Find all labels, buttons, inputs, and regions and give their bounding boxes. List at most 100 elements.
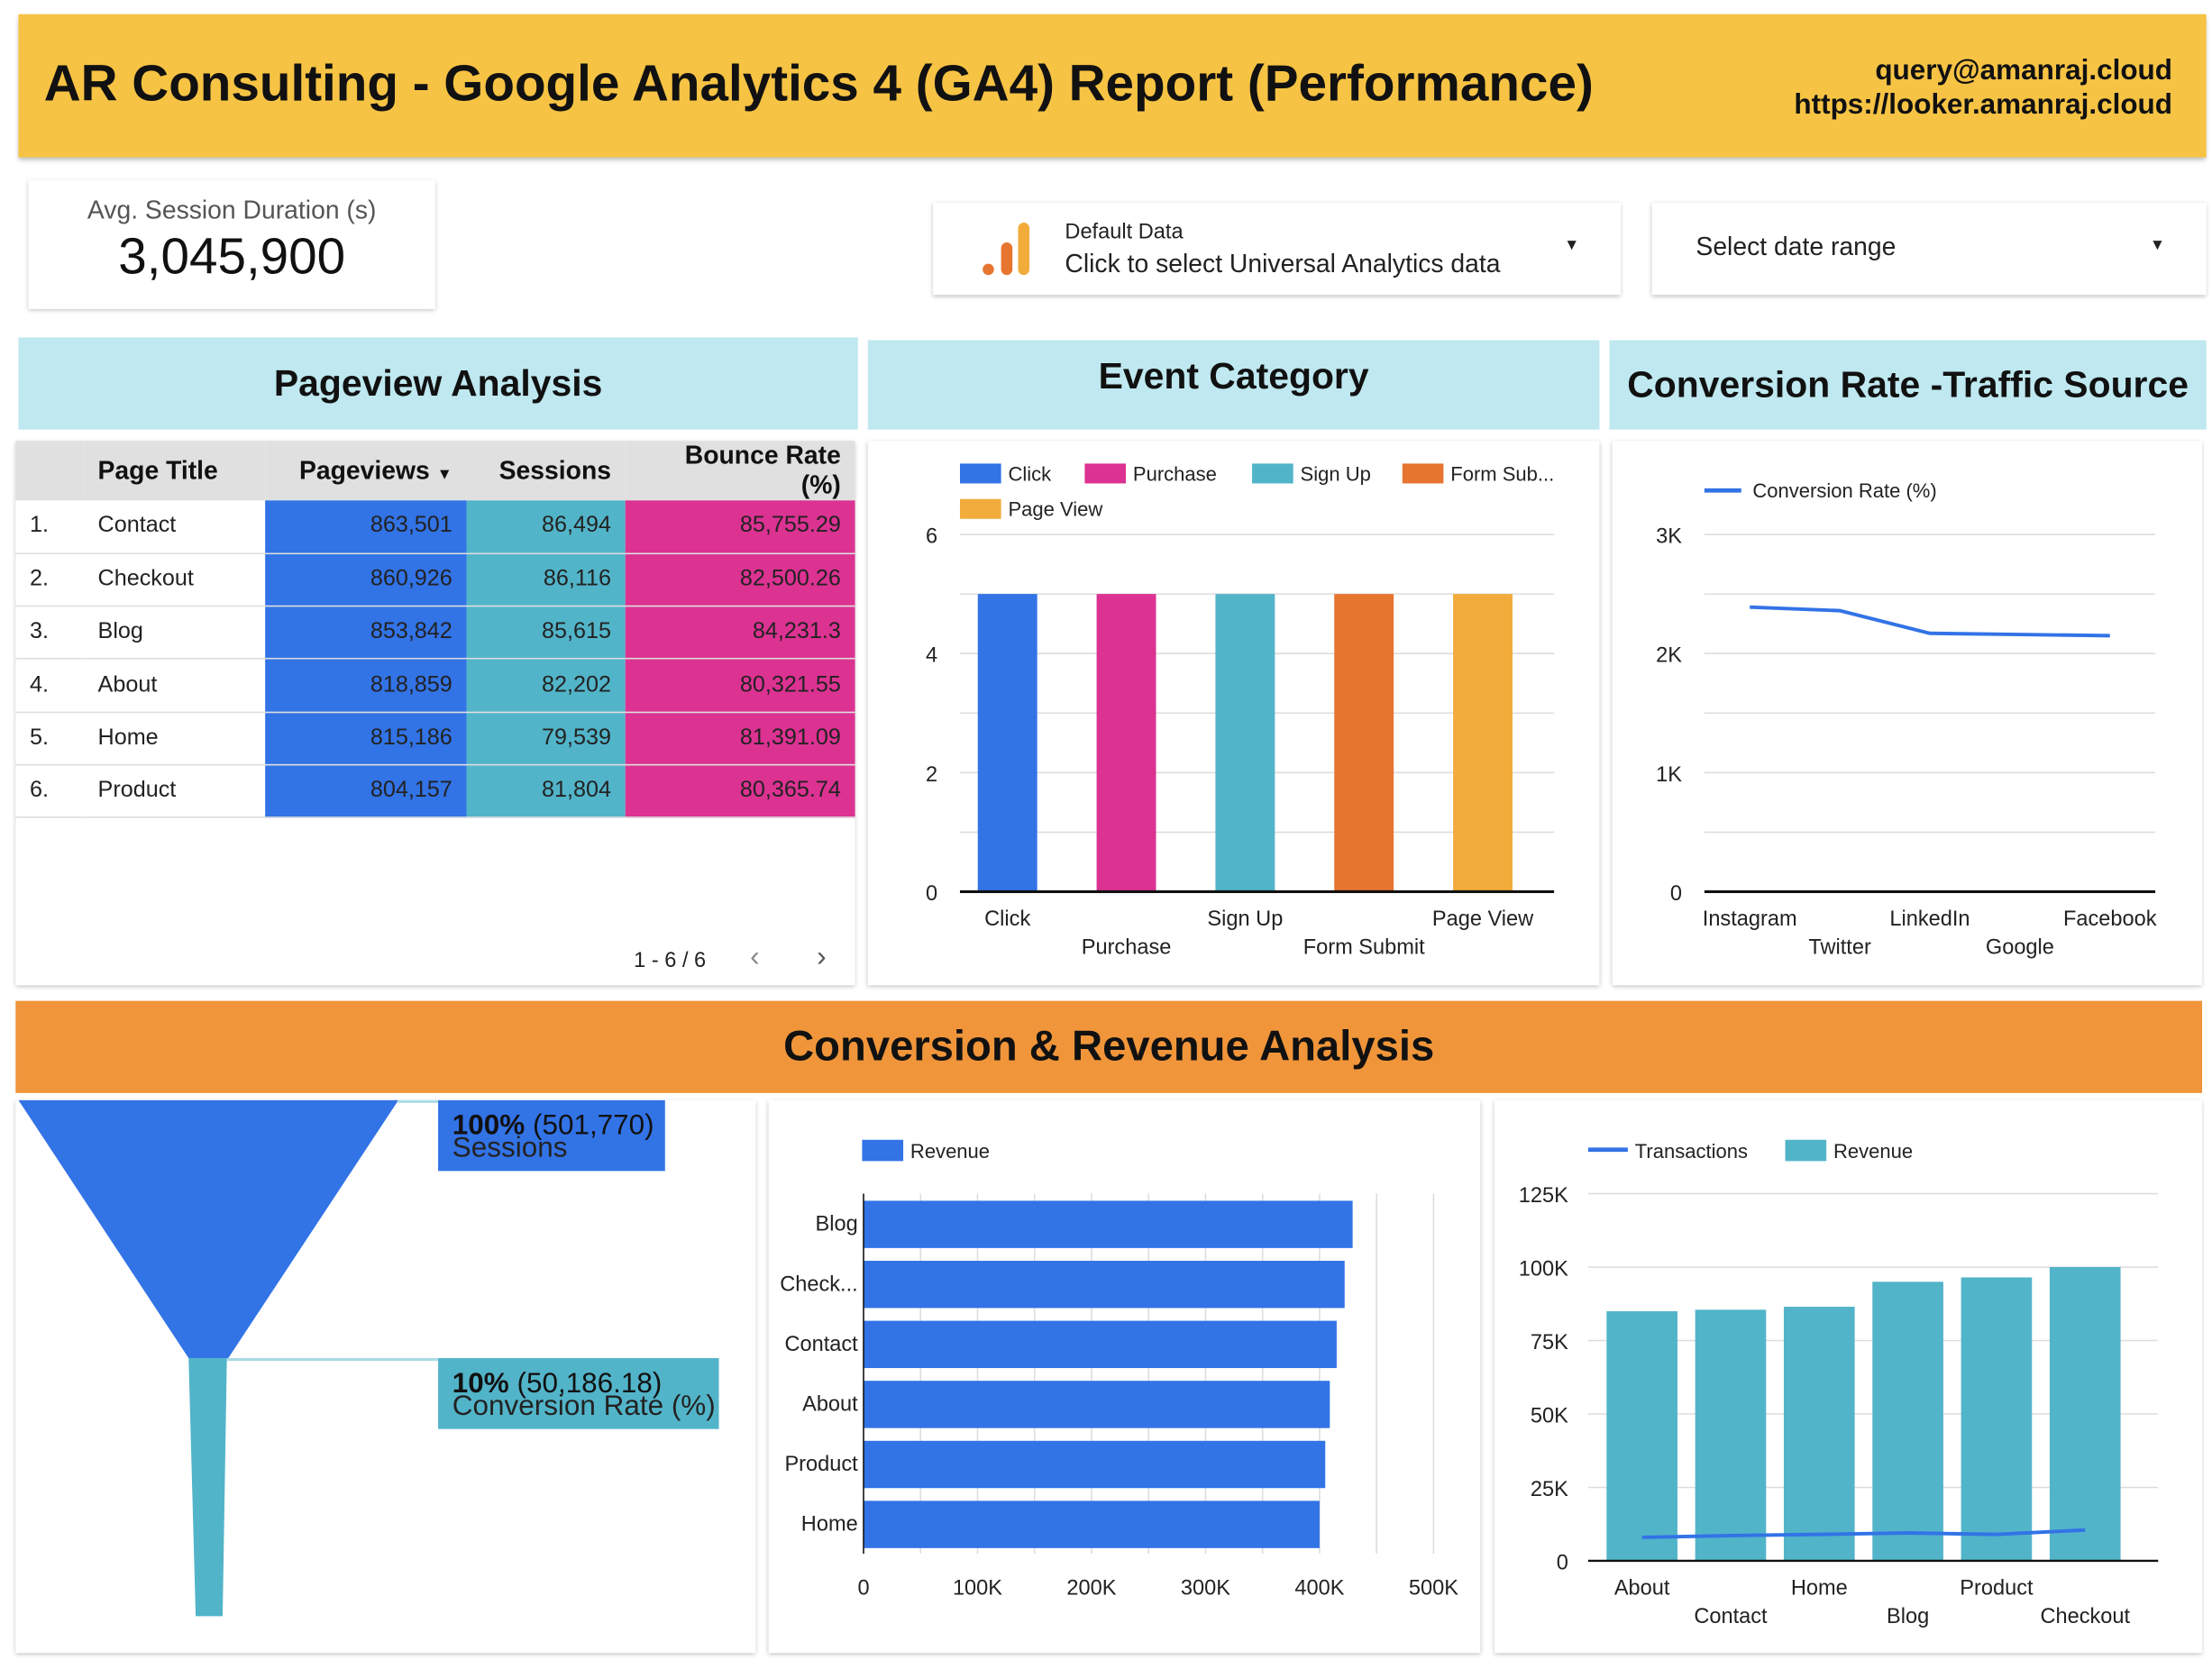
y-tick-label: Check...: [780, 1272, 857, 1295]
date-range-control[interactable]: Select date range ▼: [1651, 202, 2207, 296]
contact-email[interactable]: query@amanraj.cloud: [1875, 55, 2172, 87]
y-tick-label: Blog: [816, 1212, 858, 1236]
funnel-percent: 10%: [452, 1367, 509, 1399]
page-title-cell: Product: [83, 764, 266, 819]
x-tick-label: Twitter: [1808, 935, 1871, 959]
y-tick-label: 2: [926, 762, 937, 786]
data-source-control[interactable]: Default Data Click to select Universal A…: [933, 202, 1622, 296]
table-row[interactable]: 5. Home 815,186 79,539 81,391.09: [15, 711, 855, 766]
y-tick-label: 0: [926, 881, 937, 905]
x-tick-label: Home: [1791, 1576, 1848, 1600]
funnel-value: (50,186.18): [509, 1367, 663, 1399]
x-tick-label: Page View: [1432, 907, 1534, 930]
x-tick-label: Click: [984, 907, 1030, 930]
legend-label: Form Sub...: [1450, 462, 1554, 485]
table-row[interactable]: 2. Checkout 860,926 86,116 82,500.26: [15, 552, 855, 607]
funnel-stage-name: Conversion Rate (%): [452, 1390, 716, 1421]
y-tick-label: 2K: [1656, 643, 1682, 667]
y-tick-label: 25K: [1531, 1477, 1568, 1500]
bar-purchase: [1096, 594, 1156, 892]
conversion-rate-svg: Conversion Rate (%) 0 1K 2K 3K Instagram Twitt…: [1656, 479, 2157, 959]
legend-label: Revenue: [1833, 1140, 1913, 1163]
funnel-stage-name: Sessions: [452, 1132, 568, 1163]
row-index: 5.: [15, 711, 84, 766]
y-tick-label: 0: [1670, 881, 1682, 905]
caret-down-icon[interactable]: ▼: [1564, 236, 1580, 254]
scorecard-label: Avg. Session Duration (s): [87, 196, 377, 224]
funnel-value: (501,770): [525, 1108, 654, 1140]
column-header-bounce-rate[interactable]: Bounce Rate (%): [625, 441, 855, 501]
table-row[interactable]: 4. About 818,859 82,202 80,321.55: [15, 659, 855, 713]
legend-label: Conversion Rate (%): [1752, 479, 1936, 502]
y-tick-label: 100K: [1519, 1256, 1568, 1280]
revenue-bar: [1606, 1310, 1677, 1561]
contact-url[interactable]: https://looker.amanraj.cloud: [1794, 89, 2172, 121]
funnel-stage-value: 100% (501,770): [452, 1108, 654, 1140]
conversion-rate-line: [1750, 605, 2110, 638]
funnel-stage-conversion: [188, 1358, 227, 1617]
analytics-bars-icon: [983, 222, 1030, 276]
bounce-rate-cell: 80,365.74: [625, 764, 855, 819]
chevron-right-icon[interactable]: ›: [817, 941, 827, 973]
row-index: 1.: [15, 500, 84, 554]
funnel-label-box: [438, 1099, 665, 1172]
row-index: 4.: [15, 659, 84, 713]
section-event-category: Event Category: [867, 340, 1600, 430]
report-header: AR Consulting - Google Analytics 4 (GA4)…: [18, 14, 2207, 158]
y-tick-label: 1K: [1656, 762, 1682, 786]
row-index: 6.: [15, 764, 84, 819]
revenue-bar: [864, 1440, 1326, 1489]
caret-down-icon[interactable]: ▼: [2149, 236, 2165, 254]
table-row[interactable]: 1. Contact 863,501 86,494 85,755.29: [15, 500, 855, 554]
x-tick-label: Contact: [1694, 1604, 1768, 1628]
table-row[interactable]: 3. Blog 853,842 85,615 84,231.3: [15, 606, 855, 661]
column-header-label: Pageviews: [298, 455, 430, 485]
pageviews-cell: 853,842: [265, 606, 467, 661]
transactions-revenue-chart: Transactions Revenue 0 25K 50K 75K 100K 125K Abo…: [1494, 1099, 2203, 1654]
chevron-left-icon[interactable]: ‹: [750, 941, 760, 973]
revenue-bar: [2049, 1267, 2121, 1561]
x-tick-label: 400K: [1294, 1576, 1344, 1600]
sessions-cell: 81,804: [466, 764, 626, 819]
contact-info: query@amanraj.cloud https://looker.amanr…: [1794, 54, 2172, 123]
x-tick-label: 0: [857, 1576, 869, 1600]
column-header-pageviews[interactable]: Pageviews ▼: [265, 441, 467, 501]
page-title-cell: Home: [83, 711, 266, 766]
scorecard-value: 3,045,900: [118, 226, 346, 286]
legend-label: Click: [1008, 462, 1052, 485]
pageviews-cell: 818,859: [265, 659, 467, 713]
x-tick-label: Checkout: [2040, 1604, 2130, 1628]
y-tick-label: 50K: [1531, 1403, 1568, 1427]
bounce-rate-cell: 85,755.29: [625, 500, 855, 554]
transactions-revenue-svg: Transactions Revenue 0 25K 50K 75K 100K 125K Abo…: [1519, 1139, 2159, 1628]
x-tick-label: Blog: [1887, 1604, 1929, 1628]
y-tick-label: 0: [1557, 1550, 1568, 1573]
bar-page-view: [1453, 594, 1513, 892]
bounce-rate-cell: 82,500.26: [625, 552, 855, 607]
x-tick-label: Product: [1960, 1576, 2034, 1600]
revenue-bar-svg: Revenue Blog Check... Contact About Product Ho…: [780, 1139, 1458, 1600]
x-tick-label: Google: [1986, 935, 2054, 959]
bounce-rate-cell: 80,321.55: [625, 659, 855, 713]
legend-swatch: [862, 1139, 904, 1162]
sessions-cell: 82,202: [466, 659, 626, 713]
page-title-cell: Checkout: [83, 552, 266, 607]
x-tick-label: Facebook: [2063, 907, 2157, 930]
scorecard-avg-session-duration: Avg. Session Duration (s) 3,045,900: [28, 179, 435, 309]
x-tick-label: 200K: [1066, 1576, 1116, 1600]
legend-swatch: [959, 463, 1001, 484]
funnel-svg: 100% (501,770)Sessions 10% (50,186.18)Con…: [18, 1099, 719, 1617]
event-category-chart: Click Purchase Sign Up Form Sub... Page View…: [867, 441, 1600, 986]
y-tick-label: Home: [801, 1512, 858, 1536]
legend-label: Purchase: [1133, 462, 1217, 485]
pagination-label: 1 - 6 / 6: [634, 948, 707, 973]
x-tick-label: Form Submit: [1303, 935, 1425, 959]
column-header-sessions[interactable]: Sessions: [466, 441, 626, 501]
column-header-page-title[interactable]: Page Title: [83, 441, 266, 501]
table-row[interactable]: 6. Product 804,157 81,804 80,365.74: [15, 764, 855, 819]
x-tick-label: About: [1614, 1576, 1670, 1600]
pageview-table: Page Title Pageviews ▼ Sessions Bounce R…: [15, 441, 855, 986]
legend-label: Revenue: [910, 1140, 990, 1163]
y-tick-label: 3K: [1656, 524, 1682, 547]
revenue-bar: [1961, 1277, 2033, 1561]
